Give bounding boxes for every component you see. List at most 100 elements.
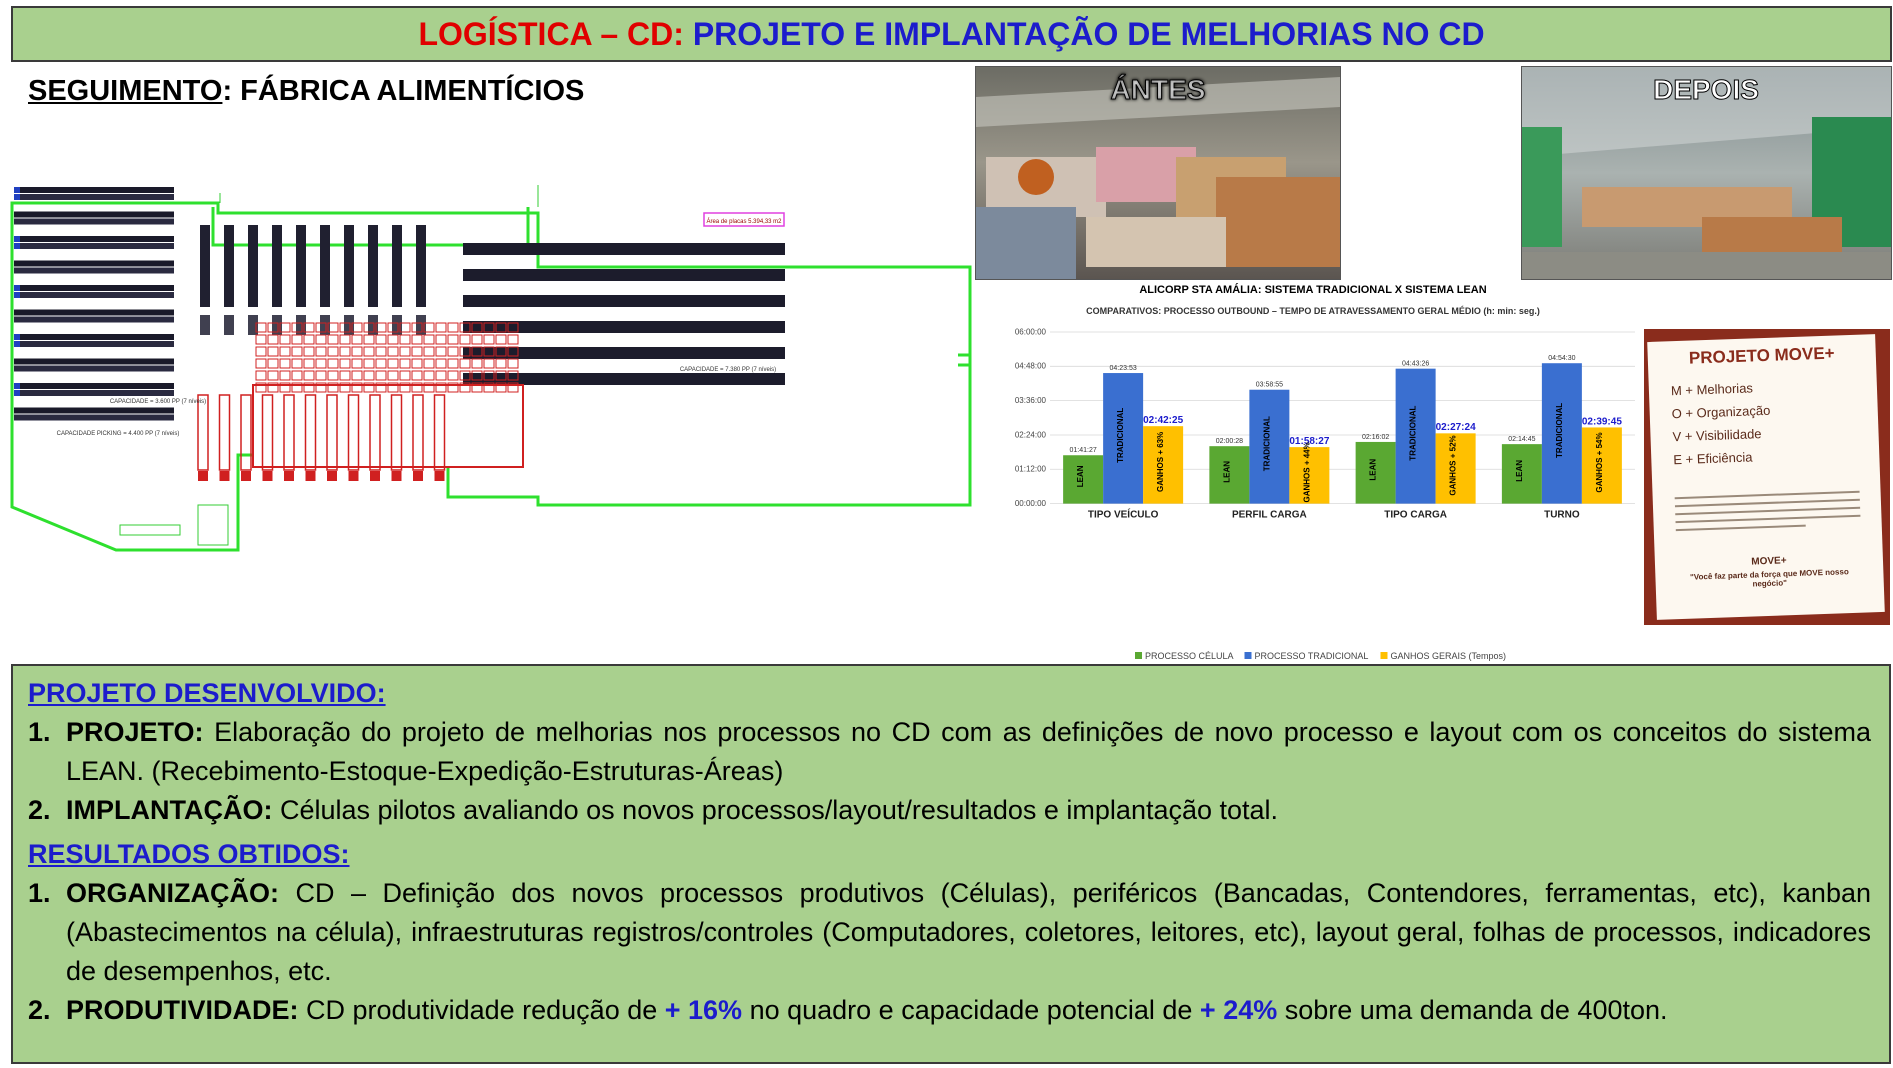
chart-bar — [1395, 368, 1436, 504]
item-number: 2. — [28, 795, 51, 825]
title-prefix: LOGÍSTICA – CD: — [418, 15, 684, 52]
item-number: 2. — [28, 995, 51, 1025]
legend-swatch — [1244, 652, 1252, 659]
poster-title: PROJETO MOVE+ — [1688, 343, 1835, 368]
poster-card: PROJETO MOVE+ M + Melhorias O + Organiza… — [1647, 334, 1885, 620]
item-text: Elaboração do projeto de melhorias nos p… — [66, 717, 1871, 786]
item-text: CD produtividade redução de — [298, 995, 665, 1025]
projeto-item: 1. PROJETO: Elaboração do projeto de mel… — [28, 713, 1871, 791]
legend-label: PROCESSO TRADICIONAL — [1255, 651, 1369, 661]
data-label: 04:54:30 — [1548, 355, 1575, 362]
title-bar: LOGÍSTICA – CD: PROJETO E IMPLANTAÇÃO DE… — [11, 6, 1892, 62]
data-label: 04:43:26 — [1402, 361, 1429, 368]
item-label: PRODUTIVIDADE: — [66, 995, 299, 1025]
chart: ALICORP STA AMÁLIA: SISTEMA TRADICIONAL … — [985, 280, 1641, 665]
item-label: PROJETO: — [66, 717, 204, 747]
bar-text: LEAN — [1369, 459, 1378, 481]
poster-quote: "Você faz parte da força que MOVE nosso … — [1689, 567, 1849, 589]
bar-text: GANHOS + 52% — [1449, 435, 1458, 495]
photo-before-label: ÁNTES — [1111, 74, 1206, 105]
item-number: 1. — [28, 878, 51, 908]
poster-line: O + Organização — [1671, 402, 1771, 422]
x-tick-label: TURNO — [1544, 510, 1580, 521]
chart-bar — [1209, 446, 1250, 504]
data-label: 04:23:53 — [1110, 365, 1137, 372]
chart-subtitle: COMPARATIVOS: PROCESSO OUTBOUND – TEMPO … — [1086, 306, 1540, 316]
data-label: 02:16:02 — [1362, 434, 1389, 441]
poster-body-text — [1674, 485, 1861, 551]
photo-before: ÁNTES — [975, 66, 1341, 280]
data-label: 02:27:24 — [1436, 422, 1476, 433]
bar-text: TRADICIONAL — [1116, 408, 1125, 463]
item-text: no quadro e capacidade potencial de — [742, 995, 1200, 1025]
resultados-item: 2. PRODUTIVIDADE: CD produtividade reduç… — [28, 991, 1871, 1030]
chart-bar — [1541, 363, 1582, 504]
projeto-item: 2. IMPLANTAÇÃO: Células pilotos avaliand… — [28, 791, 1871, 830]
item-text: CD – Definição dos novos processos produ… — [66, 878, 1871, 986]
data-label: 02:00:28 — [1216, 438, 1243, 445]
legend-label: GANHOS GERAIS (Tempos) — [1391, 651, 1507, 661]
y-tick-label: 01:12:00 — [1015, 465, 1047, 474]
data-label: 03:58:55 — [1256, 382, 1283, 389]
title-main: PROJETO E IMPLANTAÇÃO DE MELHORIAS NO CD — [692, 15, 1485, 52]
bar-text: TRADICIONAL — [1262, 416, 1271, 471]
data-label: 02:14:45 — [1508, 436, 1535, 443]
layout-plan: Área de placas 5.394,33 m2 CAPACIDADE = … — [8, 185, 978, 575]
item-label: ORGANIZAÇÃO: — [66, 878, 279, 908]
plan-capacity-left: CAPACIDADE = 3.600 PP (7 níveis) — [110, 399, 206, 405]
poster-lines: M + Melhorias O + Organização V + Visibi… — [1671, 376, 1773, 471]
y-tick-label: 00:00:00 — [1015, 499, 1047, 508]
bar-text: LEAN — [1515, 460, 1524, 482]
data-label: 01:58:27 — [1289, 436, 1329, 447]
poster-line: V + Visibilidade — [1672, 426, 1762, 445]
chart-bar — [1435, 433, 1476, 504]
item-label: IMPLANTAÇÃO: — [66, 795, 273, 825]
bar-text: TRADICIONAL — [1409, 405, 1418, 460]
x-tick-label: TIPO CARGA — [1384, 510, 1447, 521]
poster: PROJETO MOVE+ M + Melhorias O + Organiza… — [1644, 329, 1890, 625]
y-tick-label: 02:24:00 — [1015, 430, 1047, 439]
bar-text: GANHOS + 44% — [1302, 442, 1311, 502]
projeto-heading: PROJETO DESENVOLVIDO: — [28, 678, 386, 708]
resultados-heading: RESULTADOS OBTIDOS: — [28, 839, 350, 869]
bar-text: LEAN — [1222, 461, 1231, 483]
bar-text: GANHOS + 54% — [1595, 432, 1604, 492]
plan-capacity-right: CAPACIDADE = 7.380 PP (7 níveis) — [680, 367, 776, 373]
poster-line: E + Eficiência — [1673, 449, 1753, 468]
data-label: 02:39:45 — [1582, 416, 1622, 427]
y-tick-label: 03:36:00 — [1015, 396, 1047, 405]
chart-bar — [1143, 426, 1184, 504]
y-tick-label: 06:00:00 — [1015, 327, 1047, 336]
highlight-value: + 16% — [664, 995, 743, 1025]
poster-line: M + Melhorias — [1670, 380, 1754, 399]
item-number: 1. — [28, 717, 51, 747]
highlight-value: + 24% — [1199, 995, 1278, 1025]
resultados-item: 1. ORGANIZAÇÃO: CD – Definição dos novos… — [28, 874, 1871, 991]
description-panel: PROJETO DESENVOLVIDO: 1. PROJETO: Elabor… — [11, 664, 1891, 1064]
photo-after: DEPOIS — [1521, 66, 1892, 280]
data-label: 01:41:27 — [1070, 447, 1097, 454]
segment-line: SEGUIMENTO: FÁBRICA ALIMENTÍCIOS — [28, 75, 584, 108]
data-label: 02:42:25 — [1143, 415, 1183, 426]
chart-bar — [1289, 447, 1330, 504]
bar-text: GANHOS + 63% — [1156, 432, 1165, 492]
segment-label: SEGUIMENTO — [28, 75, 223, 107]
bar-text: TRADICIONAL — [1555, 403, 1564, 458]
legend-swatch — [1380, 652, 1388, 659]
chart-bar — [1063, 455, 1104, 504]
chart-bar — [1249, 389, 1290, 504]
x-tick-label: TIPO VEÍCULO — [1088, 508, 1159, 521]
chart-bar — [1501, 444, 1542, 504]
legend-swatch — [1135, 652, 1142, 659]
photo-after-label: DEPOIS — [1653, 74, 1759, 105]
legend-label: PROCESSO CÉLULA — [1145, 651, 1234, 661]
chart-bar — [1103, 373, 1144, 504]
chart-title: ALICORP STA AMÁLIA: SISTEMA TRADICIONAL … — [1139, 283, 1486, 296]
plan-area-label: Área de placas 5.394,33 m2 — [706, 218, 782, 225]
plan-capacity-picking: CAPACIDADE PICKING = 4.400 PP (7 níveis) — [57, 431, 180, 437]
y-tick-label: 04:48:00 — [1015, 362, 1047, 371]
bar-text: LEAN — [1076, 465, 1085, 487]
item-text: Células pilotos avaliando os novos proce… — [272, 795, 1279, 825]
chart-bar — [1355, 441, 1396, 504]
x-tick-label: PERFIL CARGA — [1232, 510, 1307, 521]
